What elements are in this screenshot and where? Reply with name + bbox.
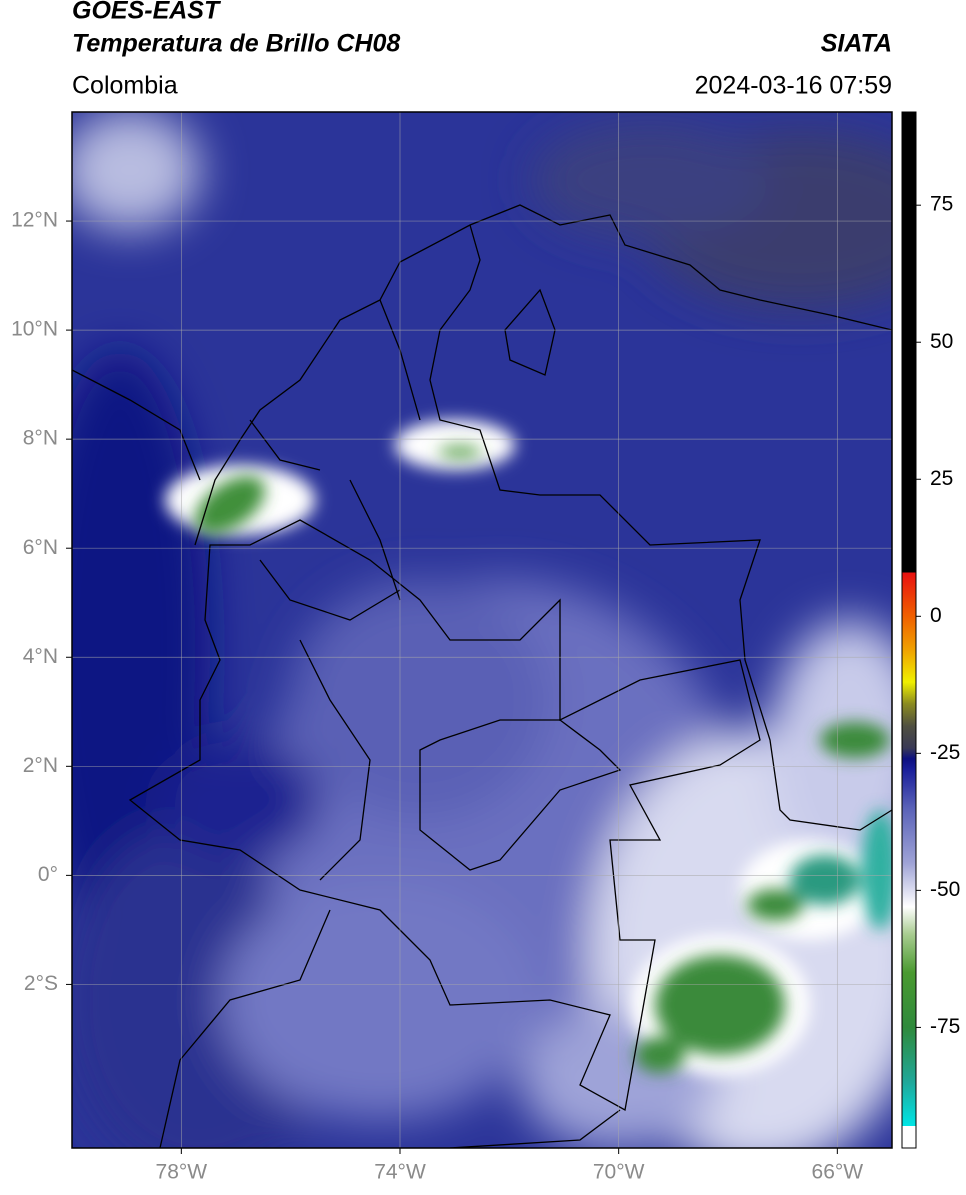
colorbar-tick-label: 25 (930, 467, 953, 490)
map-frame (71, 111, 893, 1149)
colorbar-tick-label: 50 (930, 330, 953, 353)
subtitle: Temperatura de Brillo CH08 (72, 30, 400, 58)
y-tick-label: 0° (38, 863, 58, 886)
y-tick-label: 4°N (23, 645, 58, 668)
agency: SIATA (821, 30, 892, 58)
colorbar-scale (901, 111, 917, 1149)
borders (72, 204, 892, 1148)
region: Colombia (72, 72, 178, 100)
colorbar-tick-label: -50 (930, 878, 960, 901)
colorbar-tick-label: 0 (930, 604, 942, 627)
x-tick-label: 66°W (812, 1161, 864, 1184)
y-tick-label: 2°S (24, 972, 58, 995)
colorbar-tick-label: -25 (930, 741, 960, 764)
date: 2024-03-16 07:59 (695, 72, 892, 100)
y-tick-label: 12°N (11, 209, 58, 232)
y-tick-label: 6°N (23, 536, 58, 559)
colorbar-tick-label: 75 (930, 193, 953, 216)
colorbar-tick-label: -75 (930, 1015, 960, 1038)
y-tick-label: 10°N (11, 318, 58, 341)
colorbar: 75 50 25 0 -25 -50 -75 (901, 111, 960, 1149)
grid: 78°W 74°W 70°W 66°W 12°N 10°N 8°N 6°N 4°N 2°N 0° 2°… (11, 112, 892, 1184)
y-tick-label: 8°N (23, 427, 58, 450)
satellite-image (72, 112, 892, 1148)
y-tick-label: 2°N (23, 754, 58, 777)
x-tick-label: 74°W (374, 1161, 426, 1184)
x-tick-label: 78°W (156, 1161, 208, 1184)
x-tick-label: 70°W (593, 1161, 645, 1184)
title: GOES-EAST (72, 0, 222, 25)
